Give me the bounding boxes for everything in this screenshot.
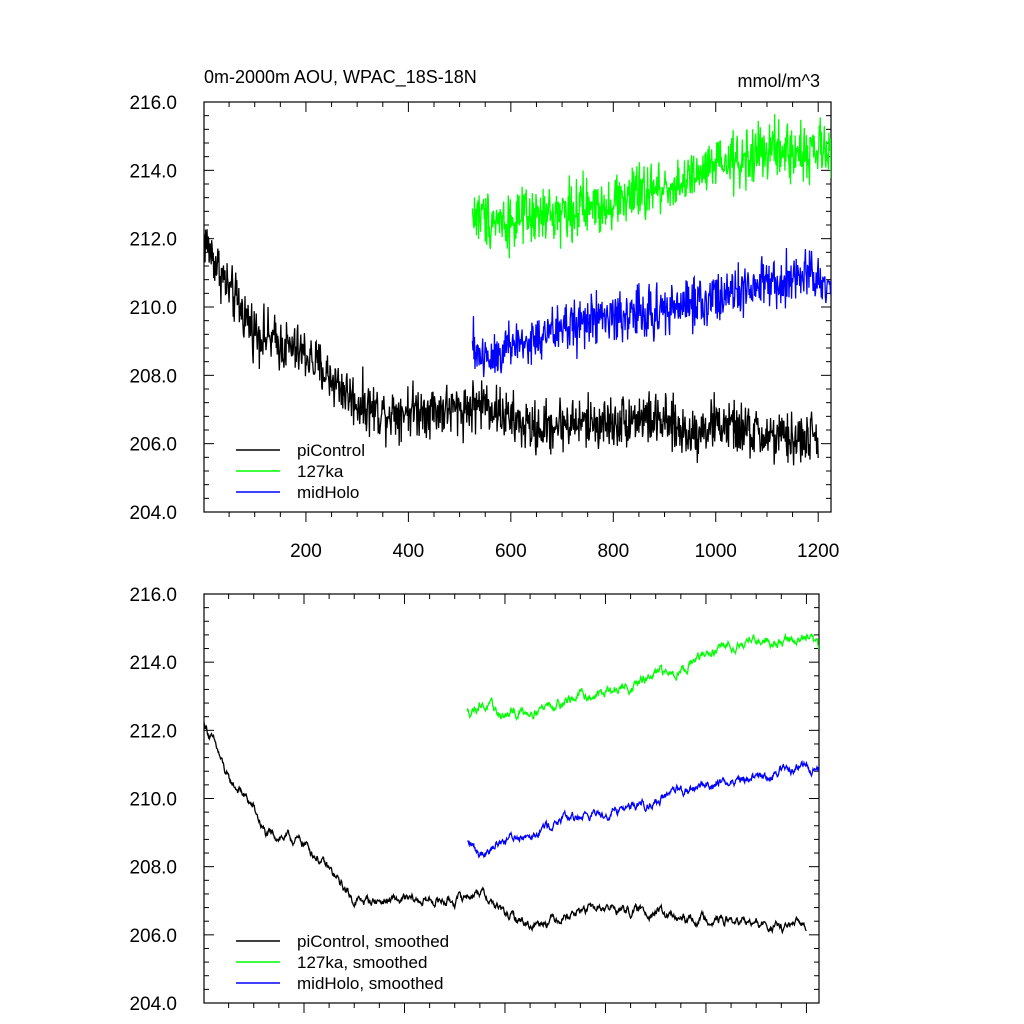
series-line-midholo-smoothed (467, 760, 819, 859)
y-tick-label: 206.0 (129, 435, 177, 456)
y-tick-label: 216.0 (129, 585, 177, 606)
x-tick-label: 800 (597, 541, 629, 562)
top-panel: 204.0 206.0 208.0 210.0 212.0 214.0 216.0 200 40… (129, 93, 839, 562)
legend-label: 127ka (297, 462, 344, 481)
series-line-picontrol-smoothed (204, 721, 807, 935)
legend-label: midHolo, smoothed (297, 974, 443, 993)
y-tick-label: 206.0 (129, 926, 177, 947)
y-tick-label: 208.0 (129, 366, 177, 387)
x-tick-label: 1000 (695, 541, 737, 562)
y-tick-label: 210.0 (129, 790, 177, 811)
series-line-127ka-smoothed (466, 632, 819, 721)
x-tick-label: 600 (495, 541, 527, 562)
legend-label: 127ka, smoothed (297, 953, 427, 972)
x-tick-label: 400 (393, 541, 425, 562)
y-tick-label: 214.0 (129, 653, 177, 674)
units-label: mmol/m^3 (738, 71, 820, 91)
series-line-midholo (471, 248, 831, 378)
series-line-127ka (471, 114, 831, 259)
legend-label: piControl (297, 441, 365, 460)
y-tick-label: 216.0 (129, 93, 177, 114)
y-tick-label: 208.0 (129, 858, 177, 879)
x-tick-label: 200 (290, 541, 322, 562)
bottom-panel: 204.0 206.0 208.0 210.0 212.0 214.0 216.0 piCon… (129, 585, 820, 1015)
legend-label: piControl, smoothed (297, 932, 449, 951)
y-tick-label: 204.0 (129, 994, 177, 1015)
y-tick-label: 212.0 (129, 721, 177, 742)
series-line-picontrol (204, 229, 819, 466)
figure-title: 0m-2000m AOU, WPAC_18S-18N (204, 67, 477, 88)
x-tick-label: 1200 (797, 541, 839, 562)
y-tick-label: 204.0 (129, 503, 177, 524)
y-tick-label: 210.0 (129, 298, 177, 319)
legend-label: midHolo (297, 483, 359, 502)
y-tick-label: 214.0 (129, 161, 177, 182)
y-tick-label: 212.0 (129, 230, 177, 251)
